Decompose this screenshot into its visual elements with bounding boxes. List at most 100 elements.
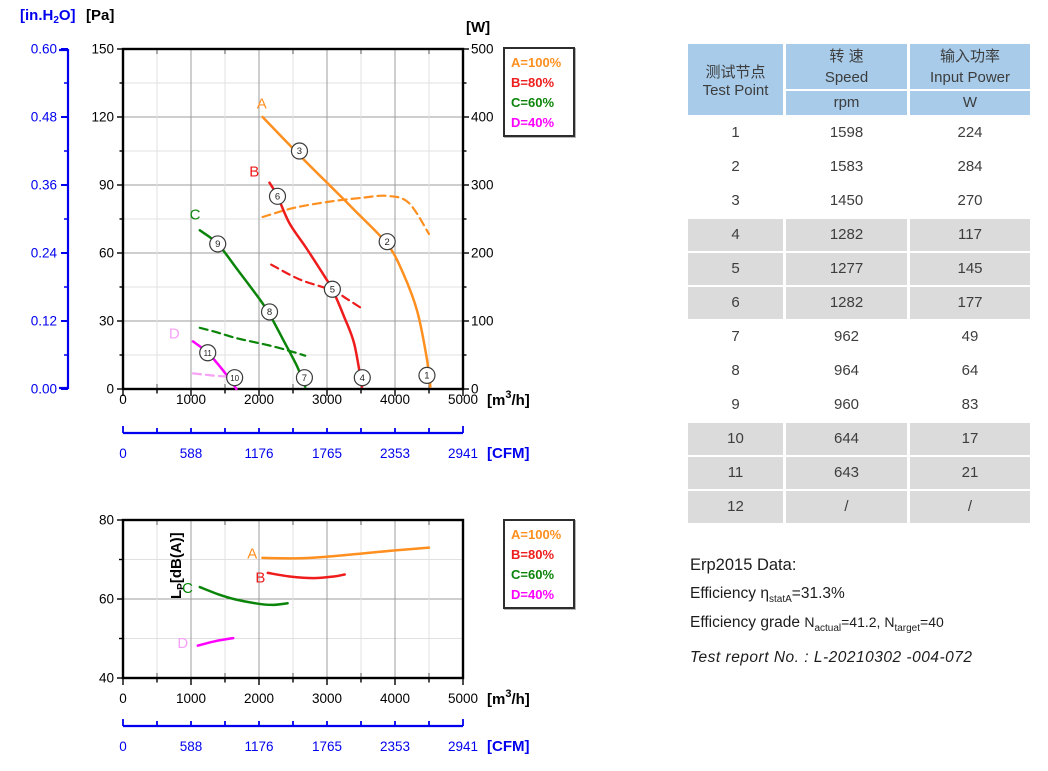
cfm-unit-label: [CFM] [487,445,529,462]
point-marker-8 [260,303,279,321]
cfm-tick-label: 2353 [380,739,410,754]
x-tick-label: 3000 [312,392,342,407]
point-marker-number: 4 [360,373,365,384]
x-tick-label: 5000 [448,691,478,706]
table-row: 10 644 17 [688,423,1033,457]
point-marker-number: 3 [297,146,302,157]
table-cell: 9 [688,389,786,423]
w-tick-label: 100 [471,314,494,329]
pa-tick-label: 60 [99,246,114,261]
curve-label-D: D [169,325,180,342]
table-cell: 21 [910,457,1033,491]
legend-item: D=40% [511,587,554,602]
legend-item: C=60% [511,95,554,110]
pa-tick-label: 120 [91,110,114,125]
table-row: 7 962 49 [688,321,1033,355]
erp-efficiency-line: Efficiency ηstatA=31.3% [690,585,845,606]
point-marker-number: 8 [267,307,272,318]
table-row: 2 1583 284 [688,151,1033,185]
erp2015-block: Erp2015 Data: Efficiency ηstatA=31.3% Ef… [690,556,1046,683]
table-cell: 1282 [786,219,910,253]
test-point-table: 测试节点 Test Point 转 速 Speed 输入功率 Input Pow… [688,44,1033,525]
fan-performance-charts: 0.000.120.240.360.480.600306090120150010… [20,7,530,755]
point-marker-7 [295,369,314,387]
table-cell: 17 [910,423,1033,457]
header-input-power: 输入功率 Input Power [910,44,1033,91]
table-cell: 3 [688,185,786,219]
point-marker-number: 7 [302,373,307,384]
legend-item: B=80% [511,75,554,90]
db-tick-label: 80 [99,513,114,528]
x-tick-label: 0 [119,392,127,407]
table-cell: 6 [688,287,786,321]
x-tick-label: 3000 [312,691,342,706]
point-marker-1 [418,366,436,384]
table-cell: 1 [688,117,786,151]
cfm-tick-label: 1176 [244,739,273,754]
header-test-point-en: Test Point [702,81,769,99]
curve-label-noise-C: C [182,580,193,597]
w-tick-label: 500 [471,42,494,57]
table-row: 6 1282 177 [688,287,1033,321]
header-speed: 转 速 Speed [786,44,910,91]
x-tick-label: 1000 [176,392,206,407]
x-tick-label: 4000 [380,691,410,706]
db-tick-label: 60 [99,592,114,607]
point-marker-9 [209,235,227,253]
inh2o-tick-label: 0.48 [31,110,57,125]
table-cell: 270 [910,185,1033,219]
inh2o-tick-label: 0.60 [31,42,57,57]
table-cell: 4 [688,219,786,253]
point-marker-10 [226,369,244,387]
table-cell: 117 [910,219,1033,253]
cfm-tick-label: 588 [180,446,203,461]
curve-label-noise-D: D [177,635,188,652]
w-tick-label: 400 [471,110,494,125]
db-tick-label: 40 [99,671,114,686]
table-cell: 1277 [786,253,910,287]
legend-top: A=100% B=80% C=60% D=40% [503,47,575,137]
pa-tick-label: 150 [91,42,114,57]
legend-item: C=60% [511,567,554,582]
legend-bottom: A=100% B=80% C=60% D=40% [503,519,575,609]
inh2o-unit-label: [in.H2O] [20,7,76,26]
x-tick-label: 1000 [176,691,206,706]
curve-label-B: B [249,163,259,180]
curve-A-power [261,194,431,236]
cfm-unit-label: [CFM] [487,738,529,755]
erp-grade-line: Efficiency grade Nactual=41.2, Ntarget=4… [690,614,944,634]
table-row: 5 1277 145 [688,253,1033,287]
header-test-point: 测试节点 Test Point [688,44,786,117]
table-cell: 5 [688,253,786,287]
point-marker-number: 5 [330,284,335,295]
table-cell: 643 [786,457,910,491]
header-power-zh: 输入功率 [939,47,1000,65]
point-marker-6 [268,187,287,205]
table-cell: 964 [786,355,910,389]
pa-tick-label: 30 [99,314,114,329]
table-cell: 177 [910,287,1033,321]
header-power-unit: W [910,91,1033,117]
point-marker-2 [378,233,396,251]
cfm-tick-label: 1765 [312,739,342,754]
table-row: 1 1598 224 [688,117,1033,151]
cfm-tick-label: 588 [180,739,203,754]
curve-label-C: C [190,206,201,223]
pa-tick-label: 90 [99,178,114,193]
table-row: 4 1282 117 [688,219,1033,253]
table-cell: 7 [688,321,786,355]
table-cell: 644 [786,423,910,457]
legend-item: A=100% [511,527,562,542]
inh2o-tick-label: 0.00 [31,382,57,397]
point-marker-number: 6 [275,192,280,203]
table-cell: 10 [688,423,786,457]
curve-C-power [198,326,307,357]
table-cell: 145 [910,253,1033,287]
table-cell: 1450 [786,185,910,219]
table-cell: 2 [688,151,786,185]
point-marker-number: 1 [424,371,429,382]
header-test-point-zh: 测试节点 [705,63,766,81]
pa-tick-label: 0 [106,382,114,397]
header-speed-en: Speed [824,68,869,86]
point-marker-number: 9 [215,239,220,250]
